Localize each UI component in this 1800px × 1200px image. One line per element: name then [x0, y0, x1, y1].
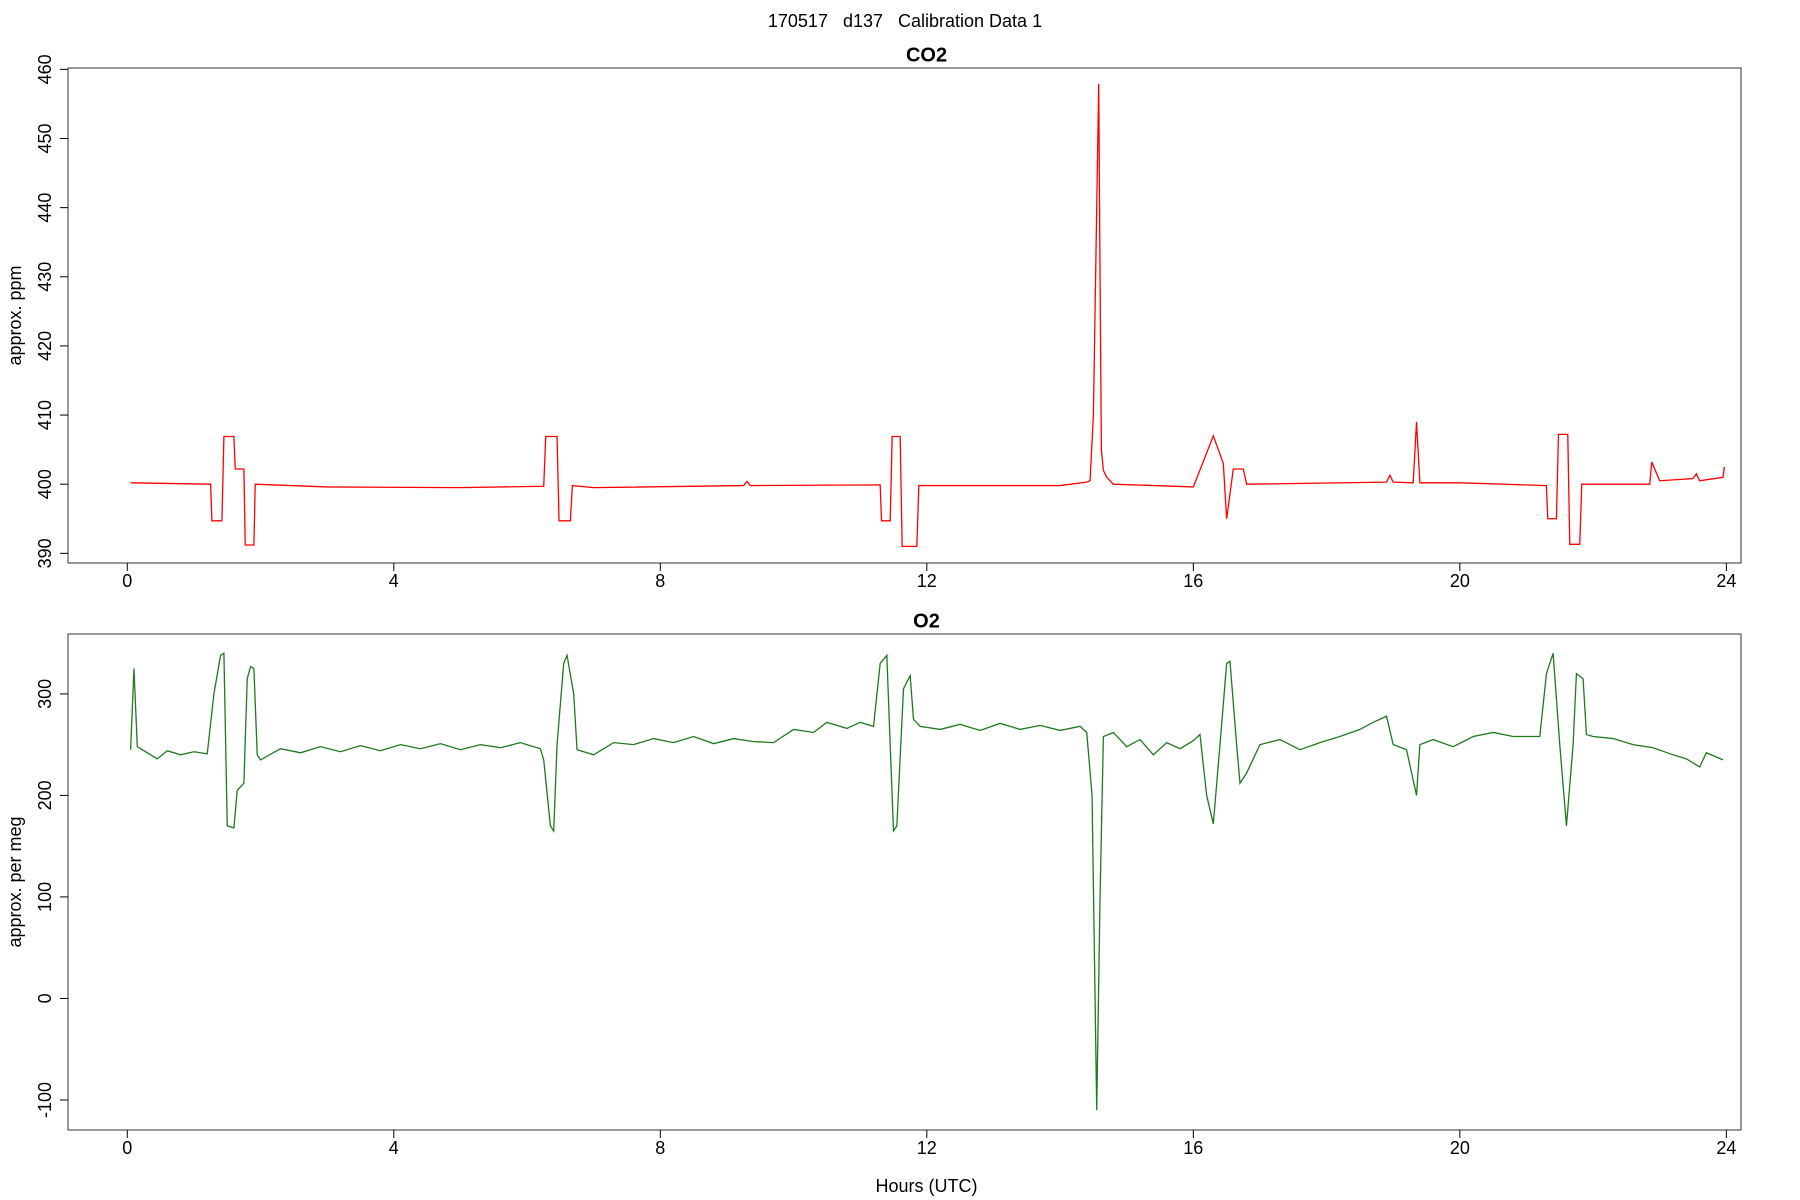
y-tick-label: 300: [35, 679, 55, 709]
panel-title: O2: [913, 610, 940, 632]
panel-title: CO2: [906, 44, 947, 66]
x-tick-label: 16: [1183, 571, 1203, 591]
x-tick-label: 24: [1716, 1138, 1736, 1158]
figure-title: 170517 d137 Calibration Data 1: [768, 11, 1042, 31]
x-tick-label: 4: [389, 571, 399, 591]
y-tick-label: 0: [35, 993, 55, 1003]
y-tick-label: -100: [35, 1082, 55, 1118]
x-tick-label: 24: [1716, 571, 1736, 591]
data-line: [130, 83, 1725, 548]
y-axis-title: approx. ppm: [5, 265, 25, 365]
y-tick-label: 390: [35, 538, 55, 568]
x-tick-label: 16: [1183, 1138, 1203, 1158]
x-tick-label: 8: [655, 1138, 665, 1158]
x-tick-label: 0: [122, 1138, 132, 1158]
y-tick-label: 100: [35, 882, 55, 912]
plot-box: [67, 633, 1742, 1131]
y-tick-label: 410: [35, 400, 55, 430]
y-tick-label: 430: [35, 262, 55, 292]
y-tick-label: 440: [35, 193, 55, 223]
x-tick-label: 20: [1450, 1138, 1470, 1158]
y-tick-label: 450: [35, 123, 55, 153]
x-tick-label: 12: [917, 1138, 937, 1158]
y-tick-label: 460: [35, 54, 55, 84]
y-axis-title: approx. per meg: [5, 816, 25, 947]
x-tick-label: 4: [389, 1138, 399, 1158]
x-tick-label: 8: [655, 571, 665, 591]
plot-box: [67, 67, 1742, 564]
x-tick-label: 20: [1450, 571, 1470, 591]
x-axis-title: Hours (UTC): [876, 1176, 978, 1196]
y-tick-label: 420: [35, 331, 55, 361]
x-tick-label: 12: [917, 571, 937, 591]
y-tick-label: 200: [35, 780, 55, 810]
x-tick-label: 0: [122, 571, 132, 591]
y-tick-label: 400: [35, 469, 55, 499]
data-line: [129, 652, 1724, 1111]
